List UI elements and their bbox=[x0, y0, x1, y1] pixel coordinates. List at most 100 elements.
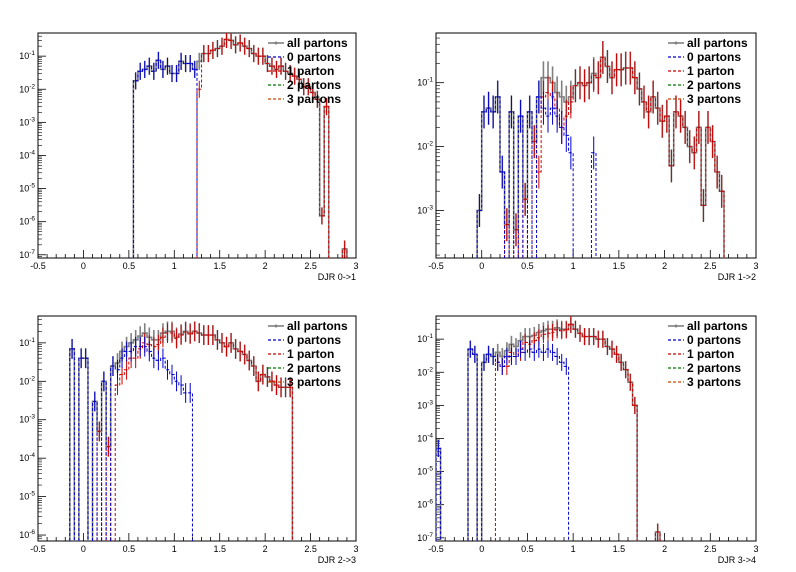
legend-label: 3 partons bbox=[687, 92, 741, 106]
data-point bbox=[162, 68, 164, 71]
data-point bbox=[262, 55, 264, 57]
data-point bbox=[98, 430, 101, 433]
data-point bbox=[125, 350, 128, 353]
y-axis: 10-3 10-2 10-1 bbox=[417, 37, 444, 256]
data-point bbox=[474, 353, 476, 356]
histogram-line bbox=[69, 330, 294, 541]
data-point bbox=[153, 357, 155, 359]
y-tick-label: 10-2 bbox=[19, 83, 35, 94]
y-tick-label: 10-6 bbox=[19, 529, 35, 540]
data-point bbox=[252, 365, 255, 367]
data-point bbox=[125, 368, 128, 371]
data-point bbox=[171, 373, 173, 376]
y-tick-label: 10-6 bbox=[417, 499, 433, 510]
data-point bbox=[524, 351, 526, 354]
data-point bbox=[166, 368, 169, 371]
x-tick-label: 0 bbox=[81, 261, 86, 271]
x-tick-label: 3 bbox=[353, 261, 358, 271]
data-point bbox=[239, 350, 241, 353]
data-point bbox=[519, 115, 522, 117]
series-1 bbox=[132, 51, 198, 258]
data-point bbox=[556, 115, 558, 117]
data-point bbox=[148, 65, 151, 67]
data-point bbox=[469, 348, 472, 350]
x-tick-label: 1.5 bbox=[613, 544, 626, 554]
data-point bbox=[257, 55, 260, 57]
data-point bbox=[602, 56, 604, 59]
x-tick-label: 2.5 bbox=[704, 544, 717, 554]
x-tick-label: 2.5 bbox=[304, 544, 317, 554]
data-point bbox=[634, 76, 636, 79]
legend-label: 1 parton bbox=[687, 347, 734, 361]
x-tick-label: 0.5 bbox=[521, 261, 534, 271]
x-tick-label: 2 bbox=[662, 544, 667, 554]
y-tick-label: 10-4 bbox=[19, 149, 35, 160]
legend-marker bbox=[274, 41, 278, 45]
data-point bbox=[203, 52, 205, 55]
y-tick-label: 10-3 bbox=[19, 116, 35, 127]
x-tick-label: 1 bbox=[172, 261, 177, 271]
data-point bbox=[139, 335, 142, 337]
data-point bbox=[207, 52, 210, 55]
data-point bbox=[661, 120, 664, 122]
y-tick-label: 10-2 bbox=[19, 375, 35, 386]
data-point bbox=[560, 96, 563, 98]
x-tick-label: 3 bbox=[753, 544, 758, 554]
x-tick-label: -0.5 bbox=[30, 261, 46, 271]
data-point bbox=[560, 329, 563, 332]
data-point bbox=[266, 376, 269, 378]
series-1 bbox=[436, 340, 570, 541]
x-tick-label: 1.5 bbox=[213, 544, 226, 554]
data-point bbox=[316, 98, 319, 101]
data-point bbox=[666, 115, 668, 117]
data-point bbox=[538, 96, 540, 98]
data-point bbox=[652, 96, 654, 98]
data-point bbox=[275, 68, 278, 71]
data-point bbox=[134, 345, 137, 348]
data-point bbox=[216, 339, 219, 341]
y-tick-label: 10-3 bbox=[19, 414, 35, 425]
data-point bbox=[515, 345, 517, 348]
data-point bbox=[271, 380, 273, 383]
x-tick-label: -0.5 bbox=[428, 261, 444, 271]
data-point bbox=[198, 332, 201, 334]
data-point bbox=[203, 334, 205, 336]
legend-label: 0 partons bbox=[287, 50, 341, 64]
data-point bbox=[225, 345, 228, 348]
data-point bbox=[501, 171, 504, 173]
data-point bbox=[107, 445, 110, 448]
data-point bbox=[684, 126, 686, 129]
data-point bbox=[551, 351, 554, 354]
data-point bbox=[656, 107, 659, 109]
data-point bbox=[506, 355, 508, 358]
data-point bbox=[221, 342, 223, 344]
series-2 bbox=[196, 33, 348, 258]
data-point bbox=[271, 65, 273, 67]
data-point bbox=[528, 348, 531, 350]
x-tick-label: 1 bbox=[571, 544, 576, 554]
data-point bbox=[588, 335, 590, 338]
data-point bbox=[629, 67, 632, 69]
data-point bbox=[162, 336, 164, 339]
legend-label: 1 parton bbox=[287, 347, 334, 361]
legend-label: all partons bbox=[687, 36, 748, 50]
data-point bbox=[243, 353, 246, 356]
x-axis-title: DJR 2->3 bbox=[318, 555, 356, 565]
data-point bbox=[157, 59, 160, 62]
data-point bbox=[597, 76, 600, 79]
data-point bbox=[711, 140, 714, 143]
data-point bbox=[198, 60, 201, 63]
data-point bbox=[565, 134, 568, 137]
data-point bbox=[565, 115, 568, 117]
x-tick-label: 2 bbox=[662, 261, 667, 271]
data-point bbox=[501, 365, 504, 368]
data-point bbox=[121, 357, 123, 359]
data-point bbox=[121, 373, 123, 376]
data-point bbox=[230, 39, 232, 42]
legend-label: all partons bbox=[287, 36, 348, 50]
legend-label: 3 partons bbox=[687, 375, 741, 389]
data-point bbox=[524, 198, 526, 200]
data-point bbox=[556, 355, 558, 358]
